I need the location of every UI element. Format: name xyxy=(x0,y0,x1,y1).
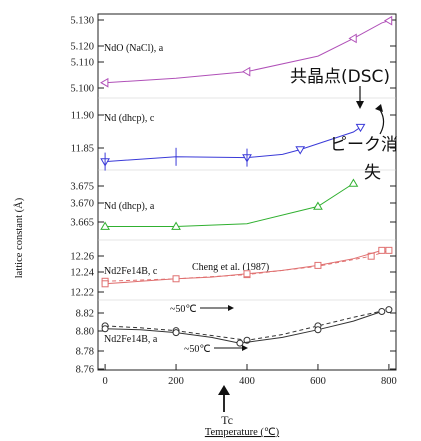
data-point-ndfeba xyxy=(378,308,386,316)
panel-ndfebc: 12.26 12.24 12.22 Nd2Fe14B, c Cheng et al. (… xyxy=(70,246,396,315)
data-point-ndfebc xyxy=(243,270,251,278)
x-axis-label: Temperature (℃) xyxy=(205,427,280,438)
annotation-ndfebc: ~50℃ xyxy=(170,304,197,315)
series-line-ndc-0 xyxy=(105,126,361,163)
x-axis: 0 200 400 600 800 xyxy=(102,364,397,387)
panel-ndc: 11.90 11.85 Nd (dhcp), c xyxy=(71,111,396,171)
data-point-ndfebc xyxy=(101,280,109,288)
y-tick-label: 11.85 xyxy=(71,144,94,155)
data-point-ndfebc xyxy=(314,261,322,269)
y-tick-label: 5.110 xyxy=(71,58,94,69)
x-tick-label: 0 xyxy=(102,376,107,387)
y-tick-label: 8.80 xyxy=(76,327,94,338)
y-tick-label: 12.24 xyxy=(70,268,94,279)
panel-label-ndfebc: Nd2Fe14B, c xyxy=(104,266,158,277)
panel-label-ndc: Nd (dhcp), c xyxy=(104,113,155,124)
series-line-nda-0 xyxy=(105,183,354,227)
panel-label-ndfeba: Nd2Fe14B, a xyxy=(104,334,158,345)
y-tick-label: 8.82 xyxy=(76,309,94,320)
data-point-ndfebc xyxy=(378,246,386,254)
series-line-ndo-0 xyxy=(105,20,390,84)
panel-nda: 3.675 3.670 3.665 Nd (dhcp), a xyxy=(70,178,396,241)
y-tick-label: 5.100 xyxy=(70,84,94,95)
y-tick-label: 8.76 xyxy=(76,365,94,376)
panel-label-nda: Nd (dhcp), a xyxy=(104,201,155,212)
reference-label: Cheng et al. (1987) xyxy=(192,262,269,273)
eutectic-arrow-head xyxy=(356,101,364,109)
peak-vanish-label-line2: 失 xyxy=(364,163,381,183)
data-point-ndo xyxy=(348,33,357,44)
x-tick-label: 400 xyxy=(239,376,255,387)
y-tick-label: 3.670 xyxy=(70,199,94,210)
eutectic-dsc-label: 共晶点(DSC) xyxy=(290,67,390,87)
peak-arrow-head xyxy=(375,104,383,112)
data-point-ndfeba xyxy=(101,325,109,333)
data-point-ndo xyxy=(242,66,251,77)
panel-label-ndo: NdO (NaCl), a xyxy=(104,43,164,54)
data-point-ndo xyxy=(100,77,109,88)
tc-arrow-head xyxy=(218,385,230,395)
x-tick-label: 600 xyxy=(310,376,326,387)
panel-ndfeba: 8.82 8.80 8.78 8.76 Nd2Fe14B, a ~50℃ xyxy=(76,306,396,376)
data-point-nda xyxy=(313,201,323,210)
data-point-ndo xyxy=(383,15,393,26)
data-point-nda xyxy=(171,221,181,230)
tc-marker: Tc xyxy=(218,385,233,427)
data-point-ndfebc xyxy=(172,275,180,283)
data-point-ndfeba xyxy=(172,329,180,337)
annotation-arrowhead xyxy=(242,345,248,351)
x-tick-label: 800 xyxy=(381,376,397,387)
data-point-ndfebc xyxy=(385,246,393,254)
annotation-ndfeba: ~50℃ xyxy=(184,344,211,355)
data-point-ndfeba xyxy=(385,306,393,314)
y-tick-label: 5.120 xyxy=(70,42,94,53)
peak-vanish-label-line1: ピーク消 xyxy=(330,135,398,155)
panel-ndo: 5.130 5.120 5.110 5.100 NdO (NaCl), a xyxy=(70,16,396,99)
data-point-ndc xyxy=(295,146,306,155)
data-point-ndfeba xyxy=(314,326,322,334)
data-point-nda xyxy=(348,178,359,187)
data-point-nda xyxy=(100,221,110,230)
y-axis-label: lattice constant (Å) xyxy=(13,197,25,278)
data-point-ndc xyxy=(355,123,366,133)
y-tick-label: 3.675 xyxy=(70,182,94,193)
y-tick-label: 12.26 xyxy=(70,252,94,263)
data-point-ndfeba xyxy=(236,339,244,347)
x-tick-label: 200 xyxy=(168,376,184,387)
y-tick-label: 5.130 xyxy=(70,16,94,27)
y-tick-label: 8.78 xyxy=(76,347,94,358)
tc-label: Tc xyxy=(221,413,233,427)
y-tick-label: 12.22 xyxy=(70,288,94,299)
y-tick-label: 11.90 xyxy=(71,111,94,122)
y-tick-label: 3.665 xyxy=(70,218,94,229)
annotation-arrowhead xyxy=(228,305,234,311)
